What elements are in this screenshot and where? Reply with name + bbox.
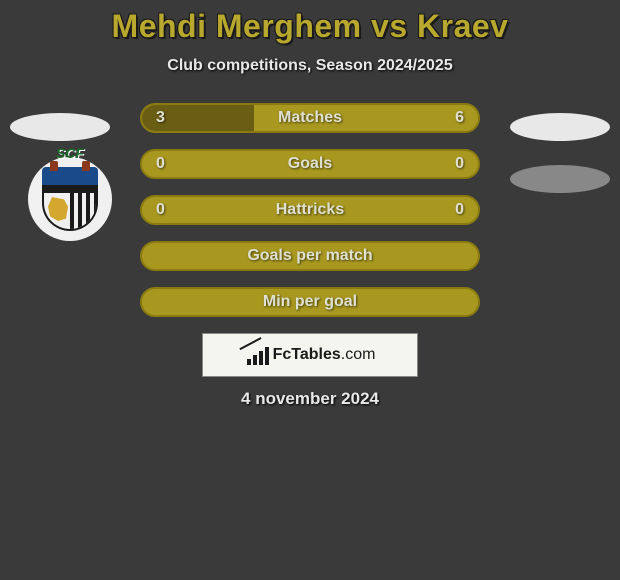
player-right-placeholder-2 [510,165,610,193]
stat-label: Goals [142,155,478,173]
page-title: Mehdi Merghem vs Kraev [0,8,620,45]
player-left-placeholder [10,113,110,141]
brand-name-bold: FcTables [273,346,341,363]
player-right-placeholder [510,113,610,141]
chart-icon [245,345,269,365]
content-area: SCF 36Matches 00Goals 00Hattricks Goals per… [0,103,620,409]
comparison-card: Mehdi Merghem vs Kraev Club competitions… [0,0,620,409]
stat-row: Goals per match [140,241,480,271]
stat-row: 36Matches [140,103,480,133]
stat-row: 00Hattricks [140,195,480,225]
club-badge-initials: SCF [56,145,84,161]
stat-label: Goals per match [142,247,478,265]
badge-lion-icon [48,197,68,221]
date-label: 4 november 2024 [20,389,600,409]
badge-banner [42,185,98,193]
badge-stripes [70,193,96,229]
club-badge-left: SCF [28,157,112,241]
stat-label: Matches [142,109,478,127]
badge-castle [42,167,98,185]
stat-label: Min per goal [142,293,478,311]
badge-shield [42,193,98,231]
brand-name: FcTables.com [273,346,376,364]
stat-row: Min per goal [140,287,480,317]
stat-label: Hattricks [142,201,478,219]
club-badge-graphic: SCF [42,167,98,231]
brand-name-light: .com [341,346,376,363]
stat-row: 00Goals [140,149,480,179]
brand-box: FcTables.com [202,333,418,377]
stat-bars: 36Matches 00Goals 00Hattricks Goals per mat… [140,103,480,317]
subtitle: Club competitions, Season 2024/2025 [0,57,620,75]
